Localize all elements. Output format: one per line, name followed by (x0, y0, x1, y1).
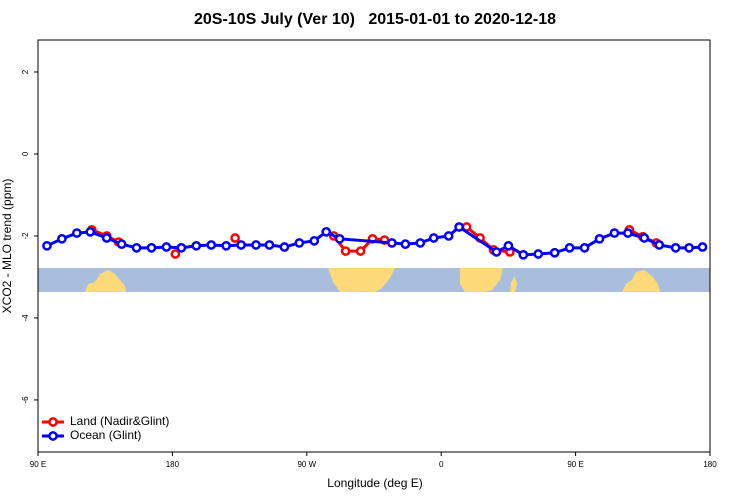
point (57, 233, 67, 244)
point (85, 227, 96, 237)
point (400, 239, 411, 250)
point (579, 242, 590, 253)
point (236, 240, 246, 250)
legend-marker (48, 417, 58, 427)
point (654, 240, 665, 250)
land-shape (510, 276, 517, 292)
point (161, 242, 172, 252)
point (549, 247, 560, 258)
point (340, 246, 351, 256)
point (251, 240, 261, 250)
point (294, 238, 305, 248)
point (334, 233, 345, 244)
y-axis-title: XCO2 - MLO trend (ppm) (0, 179, 14, 314)
point (321, 227, 332, 237)
point (264, 240, 275, 250)
y-tick-label: -4 (21, 314, 30, 322)
x-tick-label: 90 E (567, 460, 583, 469)
point (355, 246, 366, 256)
point (454, 222, 464, 232)
point (564, 242, 575, 253)
map-strip (38, 268, 710, 292)
point (116, 239, 127, 250)
point (146, 242, 157, 253)
point (518, 249, 529, 260)
point (42, 240, 52, 251)
point (309, 236, 320, 246)
plot-frame (37, 39, 711, 453)
point (176, 242, 187, 253)
point (230, 233, 240, 243)
point (206, 240, 217, 250)
point (415, 238, 426, 248)
point (191, 240, 202, 251)
point (491, 247, 502, 257)
legend-label: Land (Nadir&Glint) (70, 414, 169, 428)
point (594, 233, 605, 244)
point (533, 249, 544, 259)
point (387, 238, 397, 248)
x-axis-title: Longitude (deg E) (327, 476, 422, 490)
point (670, 242, 681, 253)
x-tick-label: 90 W (297, 460, 316, 469)
point (170, 249, 181, 259)
land-shape (622, 270, 660, 292)
x-tick-label: 180 (703, 460, 717, 469)
point (639, 233, 650, 243)
y-tick-label: -6 (21, 396, 30, 404)
point (101, 233, 112, 243)
series-line (46, 225, 703, 257)
point (503, 240, 514, 251)
point (684, 242, 694, 253)
land-shape (460, 268, 503, 292)
y-tick-label: 0 (21, 151, 30, 156)
point (428, 233, 439, 243)
y-tick-label: 2 (21, 69, 30, 74)
point (623, 228, 633, 238)
legend-label: Ocean (Glint) (70, 428, 141, 442)
point (279, 242, 290, 252)
legend-marker (48, 431, 58, 441)
point (609, 228, 620, 238)
point (221, 240, 232, 251)
chart-title: 20S-10S July (Ver 10) 2015-01-01 to 2020… (194, 11, 556, 28)
point (131, 242, 142, 253)
point (71, 228, 82, 238)
point (443, 231, 454, 241)
point (697, 242, 708, 252)
y-tick-label: -2 (21, 232, 30, 240)
land-shape (85, 270, 126, 292)
x-tick-label: 180 (166, 460, 180, 469)
land-shape (328, 268, 395, 292)
x-tick-label: 0 (439, 460, 444, 469)
x-tick-label: 90 E (30, 460, 46, 469)
